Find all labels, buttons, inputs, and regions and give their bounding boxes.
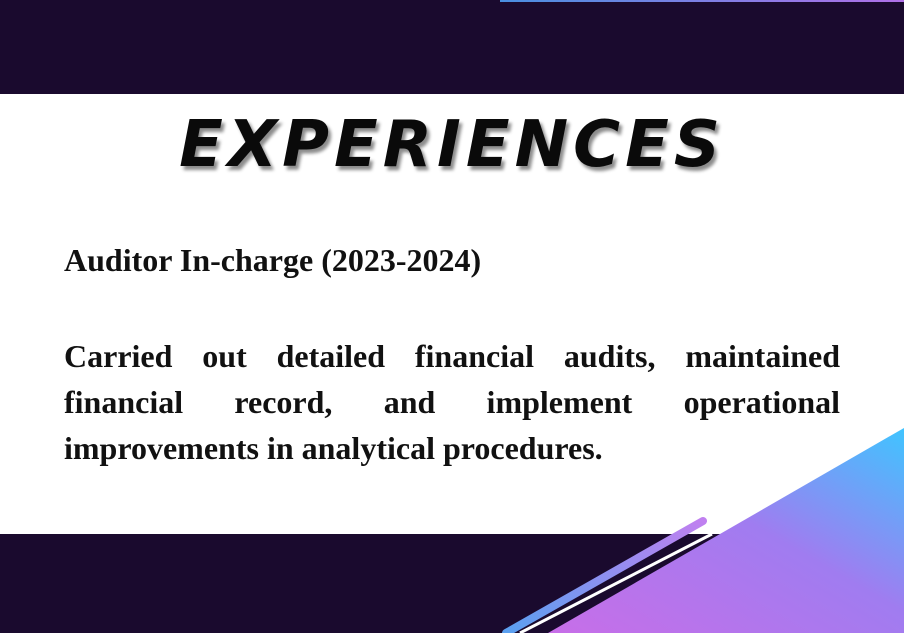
top-dark-band: [0, 0, 904, 94]
thin-white-stripe: [519, 532, 713, 633]
top-accent-line: [500, 0, 904, 2]
gradient-triangle: [548, 428, 904, 633]
job-role: Auditor In-charge (2023-2024): [64, 242, 482, 278]
job-description: Carried out detailed financial audits, m…: [64, 338, 840, 466]
page-title: EXPERIENCES: [179, 108, 725, 182]
gradient-stripe: [502, 517, 707, 633]
